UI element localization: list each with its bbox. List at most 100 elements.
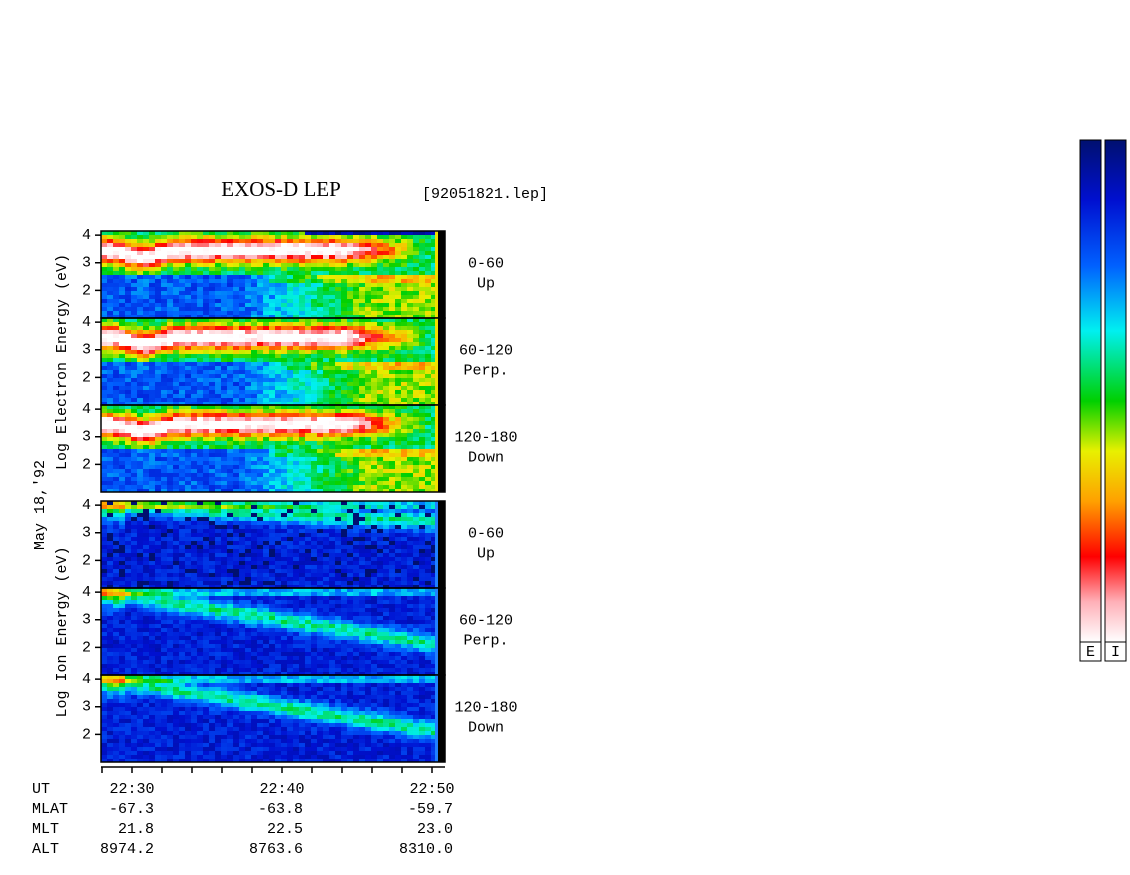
spectrogram-cell bbox=[377, 529, 383, 533]
spectrogram-cell bbox=[173, 529, 179, 533]
spectrogram-cell bbox=[161, 358, 167, 362]
spectrogram-cell bbox=[125, 295, 131, 299]
spectrogram-cell bbox=[383, 291, 389, 295]
spectrogram-cell bbox=[365, 417, 371, 421]
spectrogram-cell bbox=[329, 549, 335, 553]
spectrogram-cell bbox=[371, 505, 377, 509]
spectrogram-cell bbox=[365, 382, 371, 386]
spectrogram-cell bbox=[101, 656, 107, 660]
spectrogram-cell bbox=[251, 417, 257, 421]
spectrogram-cell bbox=[377, 485, 383, 489]
spectrogram-cell bbox=[155, 529, 161, 533]
spectrogram-cell bbox=[329, 382, 335, 386]
spectrogram-cell bbox=[107, 390, 113, 394]
spectrogram-cell bbox=[431, 386, 435, 390]
spectrogram-cell bbox=[167, 394, 173, 398]
spectrogram-cell bbox=[203, 445, 209, 449]
spectrogram-cell bbox=[239, 541, 245, 545]
spectrogram-cell bbox=[407, 421, 413, 425]
spectrogram-cell bbox=[305, 565, 311, 569]
spectrogram-cell bbox=[377, 271, 383, 275]
spectrogram-cell bbox=[161, 386, 167, 390]
spectrogram-cell bbox=[173, 465, 179, 469]
spectrogram-cell bbox=[293, 429, 299, 433]
spectrogram-cell bbox=[221, 374, 227, 378]
spectrogram-cell bbox=[155, 413, 161, 417]
spectrogram-cell bbox=[203, 441, 209, 445]
spectrogram-cell bbox=[323, 358, 329, 362]
spectrogram-cell bbox=[155, 417, 161, 421]
spectrogram-cell bbox=[233, 541, 239, 545]
spectrogram-cell bbox=[203, 509, 209, 513]
title: EXOS-D LEP bbox=[221, 177, 341, 201]
spectrogram-cell bbox=[185, 279, 191, 283]
spectrogram-cell bbox=[239, 267, 245, 271]
spectrogram-cell bbox=[245, 537, 251, 541]
spectrogram-cell bbox=[305, 334, 311, 338]
spectrogram-cell bbox=[329, 577, 335, 581]
spectrogram-cell bbox=[107, 307, 113, 311]
spectrogram-cell bbox=[389, 437, 395, 441]
spectrogram-cell bbox=[377, 370, 383, 374]
spectrogram-cell bbox=[263, 413, 269, 417]
spectrogram-cell bbox=[431, 382, 435, 386]
spectrogram-cell bbox=[359, 251, 365, 255]
spectrogram-cell bbox=[353, 322, 359, 326]
spectrogram-cell bbox=[233, 405, 239, 409]
spectrogram-cell bbox=[155, 489, 161, 492]
spectrogram-cell bbox=[347, 370, 353, 374]
spectrogram-cell bbox=[119, 362, 125, 366]
spectrogram-cell bbox=[227, 541, 233, 545]
spectrogram-cell bbox=[311, 338, 317, 342]
spectrogram-cell bbox=[161, 346, 167, 350]
spectrogram-cell bbox=[425, 346, 431, 350]
spectrogram-cell bbox=[173, 235, 179, 239]
spectrogram-cell bbox=[143, 433, 149, 437]
spectrogram-cell bbox=[101, 433, 107, 437]
spectrogram-cell bbox=[167, 481, 173, 485]
spectrogram-cell bbox=[353, 231, 359, 235]
spectrogram-cell bbox=[359, 477, 365, 481]
spectrogram-cell bbox=[185, 326, 191, 330]
spectrogram-cell bbox=[371, 251, 377, 255]
spectrogram-cell bbox=[371, 267, 377, 271]
spectrogram-cell bbox=[305, 465, 311, 469]
spectrogram-cell bbox=[371, 569, 377, 573]
spectrogram-cell bbox=[371, 291, 377, 295]
spectrogram-cell bbox=[179, 541, 185, 545]
spectrogram-cell bbox=[395, 405, 401, 409]
spectrogram-cell bbox=[137, 315, 143, 318]
spectrogram-cell bbox=[185, 303, 191, 307]
spectrogram-cell bbox=[419, 521, 425, 525]
spectrogram-cell bbox=[317, 437, 323, 441]
spectrogram-cell bbox=[323, 243, 329, 247]
spectrogram-cell bbox=[383, 577, 389, 581]
spectrogram-cell bbox=[341, 505, 347, 509]
spectrogram-cell bbox=[341, 453, 347, 457]
spectrogram-cell bbox=[125, 243, 131, 247]
spectrogram-cell bbox=[419, 334, 425, 338]
spectrogram-cell bbox=[377, 326, 383, 330]
spectrogram-cell bbox=[233, 553, 239, 557]
spectrogram-cell bbox=[227, 247, 233, 251]
spectrogram-cell bbox=[101, 295, 107, 299]
spectrogram-cell bbox=[113, 421, 119, 425]
spectrogram-cell bbox=[179, 255, 185, 259]
spectrogram-cell bbox=[419, 346, 425, 350]
spectrogram-cell bbox=[251, 565, 257, 569]
spectrogram-cell bbox=[323, 247, 329, 251]
spectrogram-cell bbox=[419, 421, 425, 425]
spectrogram-cell bbox=[173, 457, 179, 461]
spectrogram-cell bbox=[353, 259, 359, 263]
spectrogram-cell bbox=[323, 533, 329, 537]
spectrogram-cell bbox=[161, 342, 167, 346]
spectrogram-cell bbox=[149, 501, 155, 505]
spectrogram-cell bbox=[257, 529, 263, 533]
spectrogram-cell bbox=[275, 354, 281, 358]
spectrogram-cell bbox=[161, 322, 167, 326]
spectrogram-cell bbox=[209, 529, 215, 533]
spectrogram-cell bbox=[359, 279, 365, 283]
spectrogram-cell bbox=[419, 362, 425, 366]
spectrogram-cell bbox=[431, 461, 435, 465]
spectrogram-cell bbox=[281, 322, 287, 326]
